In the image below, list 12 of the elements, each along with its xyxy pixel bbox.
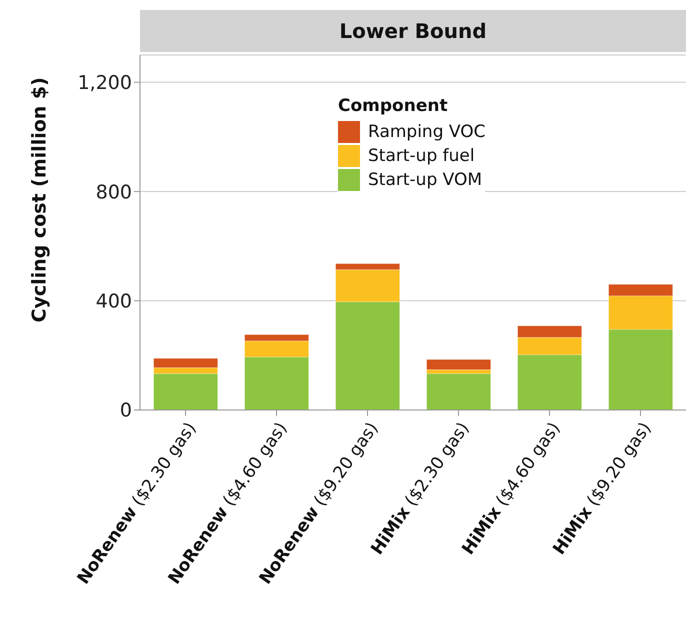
bar [426,359,491,370]
y-tick-label: 1,200 [78,72,132,94]
y-axis-title: Cycling cost (million $) [28,77,51,322]
chart-title: Lower Bound [140,10,686,52]
legend-title: Component [338,96,449,116]
y-tick-label: 800 [96,181,132,204]
y-tick-label: 400 [96,290,132,313]
y-tick-label: 0 [120,400,132,422]
legend-label: Start-up fuel [368,146,475,166]
bar [426,373,491,410]
legend-label: Ramping VOC [368,122,486,142]
legend-label: Start-up VOM [368,170,482,190]
